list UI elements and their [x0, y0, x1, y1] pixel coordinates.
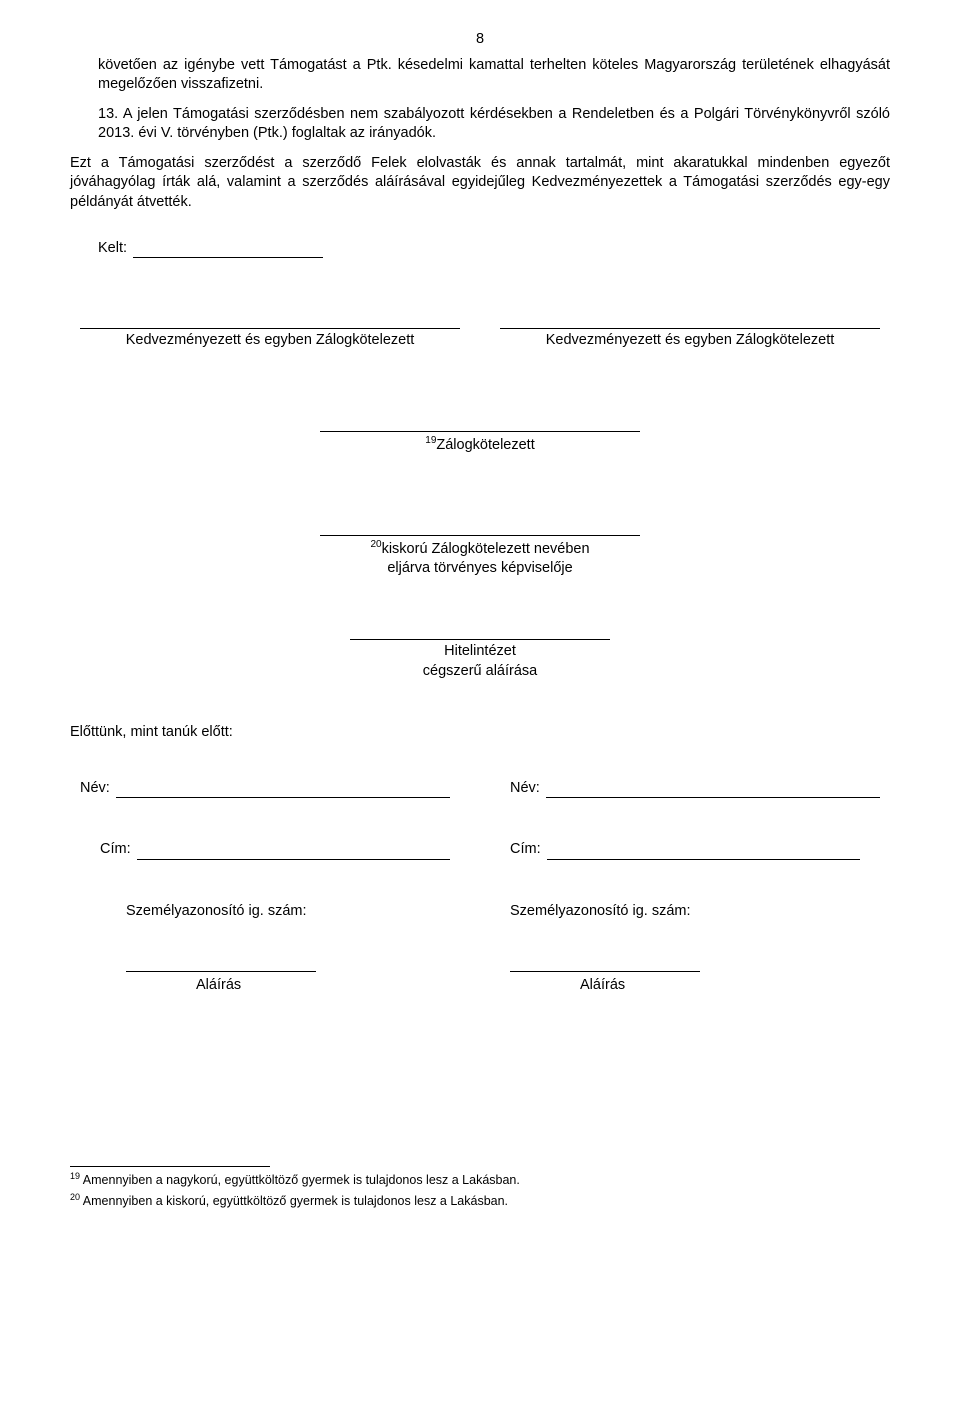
signature-line	[126, 971, 316, 972]
field-line	[116, 784, 450, 799]
field-line	[137, 845, 450, 860]
address-label: Cím:	[100, 840, 131, 860]
witness-sign-2: Aláírás	[510, 971, 834, 996]
signature-caption-zk19: 19Zálogkötelezett	[70, 434, 890, 455]
date-row: Kelt:	[70, 239, 890, 259]
signature-slot-2: Kedvezményezett és egyben Zálogkötelezet…	[500, 328, 880, 351]
signature-slot-1: Kedvezményezett és egyben Zálogkötelezet…	[80, 328, 460, 351]
sign-label: Aláírás	[126, 976, 450, 996]
witness-id-1: Személyazonosító ig. szám:	[126, 902, 450, 922]
signature-caption-1: Kedvezményezett és egyben Zálogkötelezet…	[80, 331, 460, 351]
footnote-20: 20 Amennyiben a kiskorú, együttköltöző g…	[70, 1192, 890, 1209]
witness-header: Előttünk, mint tanúk előtt:	[70, 723, 890, 743]
name-label: Név:	[80, 779, 110, 799]
signature-pair-beneficiaries: Kedvezményezett és egyben Zálogkötelezet…	[70, 328, 890, 351]
paragraph-3: Ezt a Támogatási szerződést a szerződő F…	[70, 154, 890, 213]
signature-caption-bank: Hitelintézet cégszerű aláírása	[70, 642, 890, 681]
signature-line	[320, 535, 640, 536]
signature-line	[80, 328, 460, 329]
witness-sign-1: Aláírás	[126, 971, 450, 996]
signature-line	[510, 971, 700, 972]
signature-caption-zk20: 20kiskorú Zálogkötelezett nevében eljárv…	[70, 538, 890, 579]
witness-address-1: Cím:	[100, 840, 450, 860]
sign-label: Aláírás	[510, 976, 834, 996]
document-page: 8 követően az igénybe vett Támogatást a …	[0, 0, 960, 1250]
date-line	[133, 257, 323, 258]
paragraph-2: 13. A jelen Támogatási szerződésben nem …	[70, 105, 890, 144]
signature-block-bank: Hitelintézet cégszerű aláírása	[70, 639, 890, 681]
witness-address-2: Cím:	[510, 840, 860, 860]
witness-id-2: Személyazonosító ig. szám:	[510, 902, 834, 922]
footnote-ref-19: 19	[425, 435, 436, 446]
footnote-ref-20: 20	[370, 539, 381, 550]
date-label: Kelt:	[98, 240, 127, 256]
witness-name-1: Név:	[80, 779, 450, 799]
signature-block-zk20: 20kiskorú Zálogkötelezett nevében eljárv…	[70, 535, 890, 579]
footnote-19: 19 Amennyiben a nagykorú, együttköltöző …	[70, 1171, 890, 1188]
witness-sign-row: Aláírás Aláírás	[70, 971, 890, 996]
signature-block-zk19: 19Zálogkötelezett	[70, 431, 890, 455]
signature-line	[320, 431, 640, 432]
paragraph-1: követően az igénybe vett Támogatást a Pt…	[70, 56, 890, 95]
witness-address-row: Cím: Cím:	[70, 840, 890, 860]
signature-line	[350, 639, 610, 640]
page-number: 8	[70, 30, 890, 50]
name-label: Név:	[510, 779, 540, 799]
footnote-separator	[70, 1166, 270, 1167]
witness-name-row: Név: Név:	[70, 779, 890, 799]
witness-name-2: Név:	[510, 779, 880, 799]
witness-id-row: Személyazonosító ig. szám: Személyazonos…	[70, 902, 890, 922]
address-label: Cím:	[510, 840, 541, 860]
signature-caption-2: Kedvezményezett és egyben Zálogkötelezet…	[500, 331, 880, 351]
footnote-number: 19	[70, 1171, 80, 1181]
field-line	[546, 784, 880, 799]
footnote-number: 20	[70, 1192, 80, 1202]
signature-line	[500, 328, 880, 329]
field-line	[547, 845, 860, 860]
